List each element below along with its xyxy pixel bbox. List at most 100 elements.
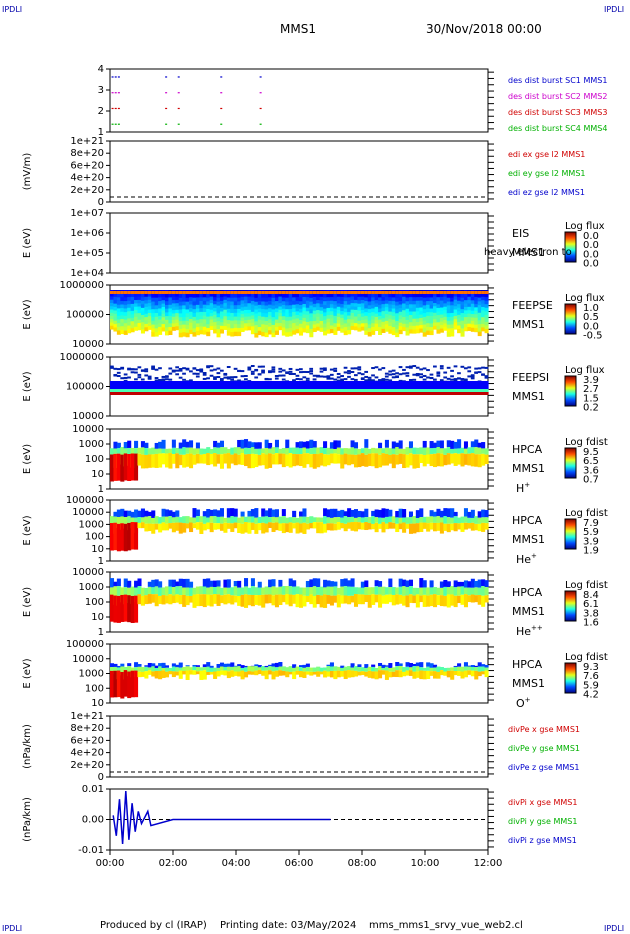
heatmap-cell <box>360 392 365 395</box>
heatmap-cell <box>223 316 228 321</box>
heatmap-cell <box>395 447 400 455</box>
heatmap-cell <box>158 453 163 468</box>
heatmap-cell <box>360 373 365 376</box>
heatmap-cell <box>364 323 369 328</box>
heatmap-cell <box>213 587 218 595</box>
heatmap-cell <box>457 392 462 395</box>
heatmap-cell <box>206 297 211 302</box>
heatmap-cell <box>202 594 207 608</box>
heatmap-cell <box>450 324 455 329</box>
heatmap-cell <box>233 305 238 310</box>
heatmap-cell <box>199 300 204 306</box>
heatmap-cell <box>110 299 115 304</box>
heatmap-cell <box>182 320 187 326</box>
heatmap-cell <box>398 594 403 604</box>
heatmap-cell <box>134 310 139 315</box>
heatmap-cell <box>316 323 321 328</box>
heatmap-cell <box>422 316 427 322</box>
heatmap-cell <box>433 322 438 327</box>
heatmap-cell <box>134 392 139 395</box>
heatmap-cell <box>192 389 197 392</box>
heatmap-cell <box>219 666 224 671</box>
heatmap-cell <box>264 328 269 334</box>
heatmap-cell <box>347 315 352 320</box>
heatmap-cell <box>178 381 183 389</box>
heatmap-cell <box>164 516 170 524</box>
heatmap-cell <box>378 297 383 302</box>
heatmap-cell <box>477 671 482 677</box>
heatmap-cell <box>484 366 489 369</box>
heatmap-cell <box>422 301 427 306</box>
heatmap-cell <box>374 306 379 311</box>
heatmap-cell <box>295 297 300 302</box>
heatmap-cell <box>161 587 166 596</box>
x-tick-label: 00:00 <box>96 858 125 869</box>
heatmap-cell <box>378 666 383 671</box>
heatmap-cell <box>460 324 465 329</box>
heatmap-cell <box>209 453 214 465</box>
heatmap-cell <box>470 293 475 298</box>
heatmap-cell <box>374 291 379 294</box>
heatmap-cell <box>137 381 142 389</box>
heatmap-cell <box>364 447 369 455</box>
heatmap-cell <box>453 595 458 608</box>
heatmap-cell <box>429 330 434 336</box>
heatmap-cell <box>312 517 317 523</box>
heatmap-cell <box>175 369 180 372</box>
heatmap-cell <box>140 381 145 389</box>
heatmap-cell <box>206 293 211 299</box>
heatmap-cell <box>381 321 386 326</box>
heatmap-cell <box>433 325 438 330</box>
heatmap-cell <box>481 522 486 532</box>
heatmap-cell <box>460 381 465 389</box>
heatmap-cell <box>443 454 448 466</box>
heatmap-cell <box>261 324 266 329</box>
heatmap-cell <box>384 447 389 454</box>
heatmap-cell <box>116 326 121 332</box>
colorbar-tick-label: 2.7 <box>583 384 599 395</box>
heatmap-cell <box>419 304 424 309</box>
heatmap-cell <box>274 517 279 523</box>
heatmap-cell <box>202 326 207 331</box>
heatmap-cell <box>329 304 334 309</box>
heatmap-cell <box>457 297 462 302</box>
heatmap-cell <box>213 389 218 392</box>
heatmap-cell <box>264 523 269 533</box>
heatmap-cell <box>371 587 376 595</box>
heatmap-cell <box>182 523 187 533</box>
heatmap-cell <box>312 300 317 305</box>
heatmap-cell <box>151 365 155 368</box>
heatmap-cell <box>185 587 190 596</box>
heatmap-cell <box>292 301 297 306</box>
heatmap-cell <box>206 366 210 369</box>
heatmap-cell <box>347 319 352 324</box>
heatmap-cell <box>110 587 115 595</box>
heatmap-cell <box>113 453 118 481</box>
heatmap-cell <box>130 328 135 333</box>
heatmap-cell <box>312 378 317 381</box>
heatmap-cell <box>333 323 338 328</box>
heatmap-cell <box>213 293 218 298</box>
heatmap-cell <box>429 587 434 595</box>
heatmap-cell <box>436 595 441 606</box>
heatmap-cell <box>343 301 348 306</box>
heatmap-cell <box>182 439 187 448</box>
heatmap-cell <box>209 586 214 595</box>
heatmap-cell <box>439 293 444 298</box>
heatmap-cell <box>171 296 176 301</box>
heatmap-cell <box>353 392 359 395</box>
heatmap-cell <box>470 377 475 380</box>
heatmap-cell <box>309 309 314 314</box>
heatmap-cell <box>323 293 328 299</box>
heatmap-cell <box>453 389 458 392</box>
heatmap-cell <box>305 318 310 323</box>
heatmap-cell <box>477 517 482 524</box>
heatmap-cell <box>474 300 479 305</box>
heatmap-cell <box>395 317 400 322</box>
heatmap-cell <box>340 321 345 326</box>
heatmap-cell <box>268 326 273 331</box>
heatmap-cell <box>429 319 434 324</box>
heatmap-cell <box>460 313 465 318</box>
heatmap-cell <box>340 586 345 596</box>
heatmap-cell <box>244 578 249 587</box>
